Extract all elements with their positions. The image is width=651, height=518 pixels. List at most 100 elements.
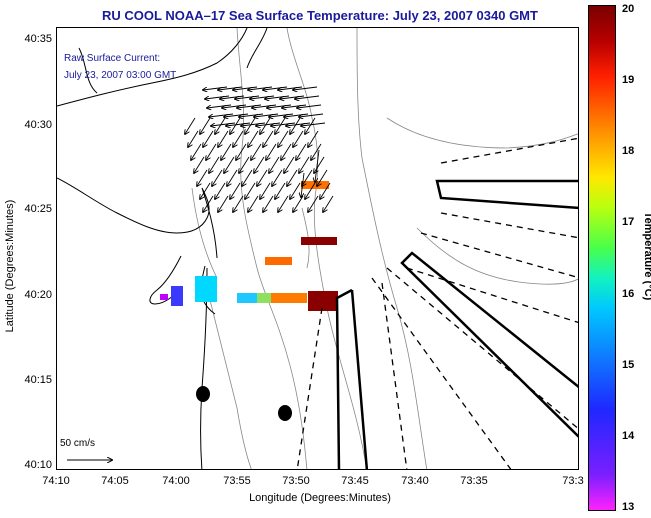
map-plot-area[interactable] — [56, 27, 579, 470]
current-vector — [269, 156, 280, 173]
current-vector — [263, 130, 274, 147]
colorbar-label: Temperature (°C) — [642, 211, 651, 301]
y-tick-label: 40:15 — [24, 374, 52, 386]
y-axis-label: Latitude (Degrees:Minutes) — [4, 199, 16, 333]
colorbar-tick-label: 18 — [622, 145, 635, 158]
x-tick-label: 74:00 — [162, 475, 190, 487]
scale-label: 50 cm/s — [60, 438, 96, 449]
current-vector — [290, 182, 301, 199]
current-vector — [315, 149, 320, 182]
current-vector — [248, 195, 259, 212]
current-vector — [281, 143, 292, 160]
x-tick-label: 73:35 — [460, 475, 488, 487]
current-vector — [254, 113, 279, 117]
y-tick-label: 40:10 — [24, 459, 52, 471]
current-vector — [296, 143, 307, 160]
current-vector — [227, 169, 238, 186]
current-vector — [257, 169, 268, 186]
current-vector — [188, 130, 199, 147]
current-vector — [280, 95, 305, 99]
current-vector — [266, 143, 277, 160]
current-vector — [239, 113, 264, 117]
current-vector — [302, 169, 313, 186]
current-vector — [211, 122, 236, 126]
current-vector — [242, 169, 253, 186]
current-vector — [275, 182, 286, 199]
current-vector — [239, 156, 250, 173]
colorbar-tick-label: 16 — [622, 287, 635, 300]
current-vector — [191, 143, 202, 160]
current-vector — [293, 195, 304, 212]
current-vector — [311, 143, 322, 160]
current-vector — [290, 117, 301, 134]
current-vector — [260, 117, 271, 134]
current-vector — [218, 195, 229, 212]
radar-dashed-lines — [296, 137, 578, 469]
current-vector — [237, 104, 262, 108]
current-vector — [218, 130, 229, 147]
current-vector — [197, 169, 208, 186]
current-vector — [215, 182, 226, 199]
current-vector — [301, 122, 326, 126]
sst-patch-north — [301, 181, 329, 189]
current-vector — [212, 169, 223, 186]
colorbar-tick-label: 14 — [622, 429, 635, 442]
current-vector — [269, 113, 294, 117]
x-tick-label: 73:40 — [401, 475, 429, 487]
current-vector — [245, 182, 256, 199]
current-vector — [272, 169, 283, 186]
current-vector — [209, 113, 234, 117]
current-vector — [275, 117, 286, 134]
current-title-label: Raw Surface Current: — [64, 53, 161, 64]
sst-patch-nearshore — [195, 276, 217, 302]
y-tick-label: 40:30 — [24, 119, 52, 131]
x-tick-label: 74:05 — [101, 475, 129, 487]
sst-patch-transect-red — [308, 291, 338, 311]
blob-west — [196, 386, 210, 402]
current-vector — [205, 95, 230, 99]
y-tick-label: 40:20 — [24, 289, 52, 301]
current-vector — [317, 169, 328, 186]
current-vector — [222, 104, 247, 108]
current-vector — [245, 117, 256, 134]
radar-solid-boundaries — [335, 179, 578, 469]
colorbar-tick-label: 15 — [622, 358, 635, 371]
current-vector — [271, 122, 296, 126]
sst-patch-transect-green — [257, 293, 271, 303]
current-vector — [230, 182, 241, 199]
sst-patch-nearshore-blue — [171, 286, 183, 306]
current-vector — [297, 104, 322, 108]
current-vector — [220, 95, 245, 99]
x-tick-label: 73:55 — [223, 475, 251, 487]
current-vector — [284, 113, 309, 117]
current-vector — [278, 195, 289, 212]
colorbar-tick-label: 17 — [622, 216, 635, 229]
current-vector — [203, 130, 214, 147]
current-vector — [282, 104, 307, 108]
current-vector — [299, 113, 324, 117]
current-vector — [218, 86, 243, 90]
current-vector — [301, 172, 305, 197]
current-vector — [236, 143, 247, 160]
x-tick-label: 74:10 — [42, 475, 70, 487]
current-vector — [226, 122, 251, 126]
current-vector — [207, 104, 232, 108]
colorbar-tick-label: 13 — [622, 501, 635, 513]
current-vector — [267, 104, 292, 108]
current-vector — [224, 113, 249, 117]
current-vector — [248, 130, 259, 147]
current-vector — [252, 104, 277, 108]
current-vector — [256, 122, 281, 126]
current-vector — [299, 156, 310, 173]
current-vector — [194, 156, 205, 173]
current-vector — [200, 182, 211, 199]
sst-patch-transect-orange — [271, 293, 307, 303]
current-vector — [215, 117, 226, 134]
colorbar-tick-label: 20 — [622, 3, 635, 15]
current-vector — [248, 86, 273, 90]
current-vector — [286, 122, 311, 126]
current-vector — [260, 182, 271, 199]
current-vector — [233, 130, 244, 147]
current-vector — [284, 156, 295, 173]
y-tick-label: 40:35 — [24, 33, 52, 45]
